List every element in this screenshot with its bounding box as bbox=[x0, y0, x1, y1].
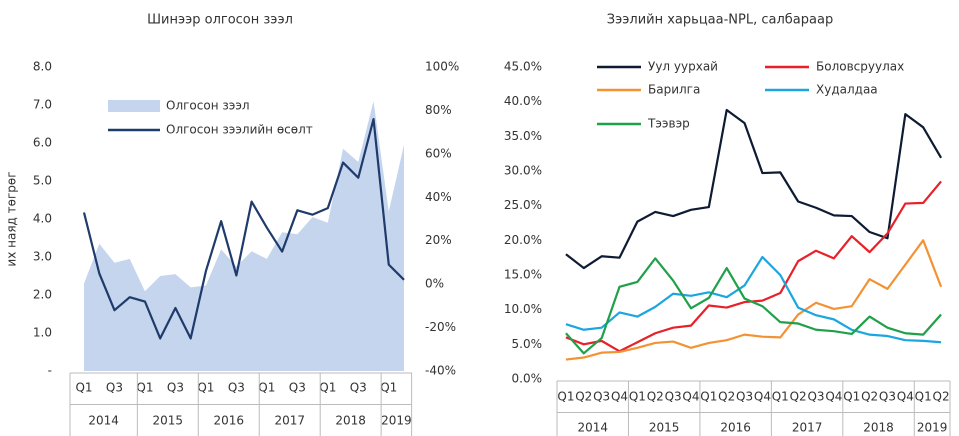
chart-title: Шинээр олгосон зээл bbox=[147, 13, 293, 28]
y-tick-label: 35.0% bbox=[504, 129, 542, 143]
y-tick-label: 40.0% bbox=[504, 94, 542, 108]
x-tick-label: Q2 bbox=[647, 390, 664, 404]
legend-label: Олгосон зээлийн өсөлт bbox=[166, 123, 313, 137]
x-tick-label: Q2 bbox=[718, 390, 735, 404]
x-group-label: 2015 bbox=[153, 414, 184, 428]
x-tick-label: Q1 bbox=[380, 381, 397, 395]
y-tick-label: 5.0% bbox=[512, 337, 543, 351]
x-group-label: 2018 bbox=[863, 421, 894, 435]
x-tick-label: Q3 bbox=[736, 390, 753, 404]
legend-label: Олгосон зээл bbox=[166, 99, 250, 113]
line bbox=[82, 118, 405, 340]
x-tick-label: Q3 bbox=[106, 381, 123, 395]
y-tick-label: - bbox=[48, 364, 52, 378]
x-tick-label: Q3 bbox=[289, 381, 306, 395]
x-tick-label: Q2 bbox=[575, 390, 592, 404]
x-group-label: 2015 bbox=[649, 421, 680, 435]
x-tick-label: Q1 bbox=[915, 390, 932, 404]
y-tick-label: 4.0 bbox=[33, 212, 52, 226]
y-tick-label: 2.0 bbox=[33, 288, 52, 302]
y2-tick-label: 40% bbox=[425, 190, 452, 204]
x-tick-label: Q1 bbox=[843, 390, 860, 404]
x-tick-label: Q4 bbox=[611, 390, 628, 404]
x-tick-label: Q3 bbox=[228, 381, 245, 395]
y-tick-label: 8.0 bbox=[33, 60, 52, 74]
x-group-label: 2016 bbox=[720, 421, 751, 435]
x-tick-label: Q3 bbox=[665, 390, 682, 404]
chart-title: Зээлийн харьцаа-NPL, салбараар bbox=[607, 13, 833, 28]
line bbox=[565, 255, 942, 344]
x-group-label: 2014 bbox=[88, 414, 119, 428]
y2-tick-label: 60% bbox=[425, 146, 452, 160]
y-tick-label: 1.0 bbox=[33, 326, 52, 340]
x-group-label: 2017 bbox=[274, 414, 305, 428]
x-tick-label: Q3 bbox=[593, 390, 610, 404]
x-tick-label: Q2 bbox=[861, 390, 878, 404]
x-tick-label: Q3 bbox=[350, 381, 367, 395]
x-tick-label: Q1 bbox=[75, 381, 92, 395]
y2-tick-label: 0% bbox=[425, 277, 444, 291]
legend-label: Тээвэр bbox=[647, 117, 690, 131]
x-tick-label: Q3 bbox=[167, 381, 184, 395]
x-group-label: 2019 bbox=[917, 421, 948, 435]
x-tick-label: Q1 bbox=[319, 381, 336, 395]
x-group-label: 2018 bbox=[335, 414, 366, 428]
y-tick-label: 15.0% bbox=[504, 268, 542, 282]
legend-label: Худалдаа bbox=[816, 83, 878, 97]
y-axis-label: их наяд төгрөг bbox=[5, 171, 19, 266]
x-group-label: 2017 bbox=[792, 421, 823, 435]
x-group-label: 2016 bbox=[213, 414, 244, 428]
legend-label: Боловсруулах bbox=[816, 60, 904, 74]
x-tick-label: Q1 bbox=[136, 381, 153, 395]
y-tick-label: 0.0% bbox=[512, 372, 543, 386]
y-tick-label: 10.0% bbox=[504, 302, 542, 316]
x-tick-label: Q4 bbox=[897, 390, 914, 404]
line bbox=[565, 239, 943, 361]
x-tick-label: Q3 bbox=[807, 390, 824, 404]
x-tick-label: Q1 bbox=[197, 381, 214, 395]
y2-tick-label: -20% bbox=[425, 320, 456, 334]
y2-tick-label: 20% bbox=[425, 233, 452, 247]
legend-swatch bbox=[108, 100, 160, 112]
y-tick-label: 20.0% bbox=[504, 233, 542, 247]
y2-tick-label: 100% bbox=[425, 60, 459, 74]
y-tick-label: 5.0 bbox=[33, 174, 52, 188]
x-tick-label: Q2 bbox=[933, 390, 950, 404]
x-tick-label: Q1 bbox=[700, 390, 717, 404]
y2-tick-label: 80% bbox=[425, 103, 452, 117]
x-group-label: 2019 bbox=[381, 414, 412, 428]
y-tick-label: 7.0 bbox=[33, 98, 52, 112]
area bbox=[84, 101, 404, 371]
x-group-label: 2014 bbox=[577, 421, 608, 435]
legend-label: Барилга bbox=[648, 83, 700, 97]
x-tick-label: Q1 bbox=[629, 390, 646, 404]
line bbox=[565, 257, 942, 355]
y-tick-label: 3.0 bbox=[33, 250, 52, 264]
y2-tick-label: -40% bbox=[425, 364, 456, 378]
x-tick-label: Q4 bbox=[682, 390, 699, 404]
legend-label: Уул уурхай bbox=[648, 60, 718, 74]
y-tick-label: 45.0% bbox=[504, 60, 542, 74]
x-tick-label: Q4 bbox=[825, 390, 842, 404]
x-tick-label: Q3 bbox=[879, 390, 896, 404]
x-tick-label: Q1 bbox=[258, 381, 275, 395]
x-tick-label: Q1 bbox=[772, 390, 789, 404]
x-tick-label: Q2 bbox=[790, 390, 807, 404]
x-tick-label: Q1 bbox=[557, 390, 574, 404]
line bbox=[565, 108, 943, 270]
y-tick-label: 25.0% bbox=[504, 198, 542, 212]
y-tick-label: 30.0% bbox=[504, 164, 542, 178]
x-tick-label: Q4 bbox=[754, 390, 771, 404]
y-tick-label: 6.0 bbox=[33, 136, 52, 150]
